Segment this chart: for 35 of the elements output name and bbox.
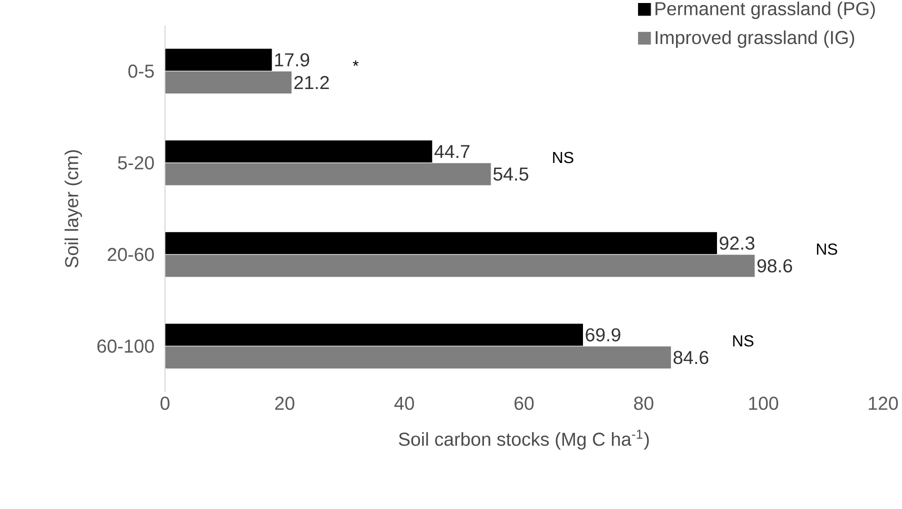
data-label: 69.9 — [586, 328, 620, 342]
bar — [165, 254, 756, 278]
data-label: 84.6 — [674, 350, 708, 364]
data-label: 98.6 — [757, 259, 792, 272]
bar — [165, 346, 672, 370]
annotation: NS — [733, 335, 754, 346]
x-tick-label: 40 — [394, 396, 414, 410]
x-axis-title: Soil carbon stocks (Mg C ha$^{-1}$) — [398, 430, 649, 450]
legend-label: Improved grassland (IG) — [656, 30, 854, 48]
x-tick-label: 0 — [160, 396, 170, 410]
data-label: 44.7 — [434, 145, 470, 158]
bar — [165, 323, 584, 346]
data-label: 92.3 — [720, 236, 754, 250]
data-label: 17.9 — [275, 53, 310, 66]
legend-label: Permanent grassland (PG) — [656, 2, 875, 19]
bar — [165, 140, 433, 164]
bar — [165, 48, 272, 72]
annotation: NS — [553, 152, 574, 164]
y-tick-label: 0-5 — [128, 64, 154, 78]
bar — [165, 70, 292, 94]
x-tick-label: 100 — [749, 396, 778, 410]
annotation: * — [352, 60, 359, 66]
y-tick-label: 60-100 — [97, 340, 154, 353]
bar — [165, 162, 492, 186]
data-label: 21.2 — [294, 76, 329, 90]
annotation: NS — [816, 244, 838, 255]
y-tick-label: 5-20 — [118, 156, 154, 170]
x-tick-label: 20 — [275, 396, 294, 410]
bar — [165, 232, 718, 255]
x-tick-label: 120 — [868, 396, 898, 410]
y-axis-title: Soil layer (cm) — [64, 150, 82, 268]
x-tick-label: 80 — [634, 396, 654, 410]
y-tick-label: 20-60 — [108, 248, 154, 262]
x-tick-label: 60 — [514, 396, 534, 410]
data-label: 54.5 — [493, 168, 528, 181]
